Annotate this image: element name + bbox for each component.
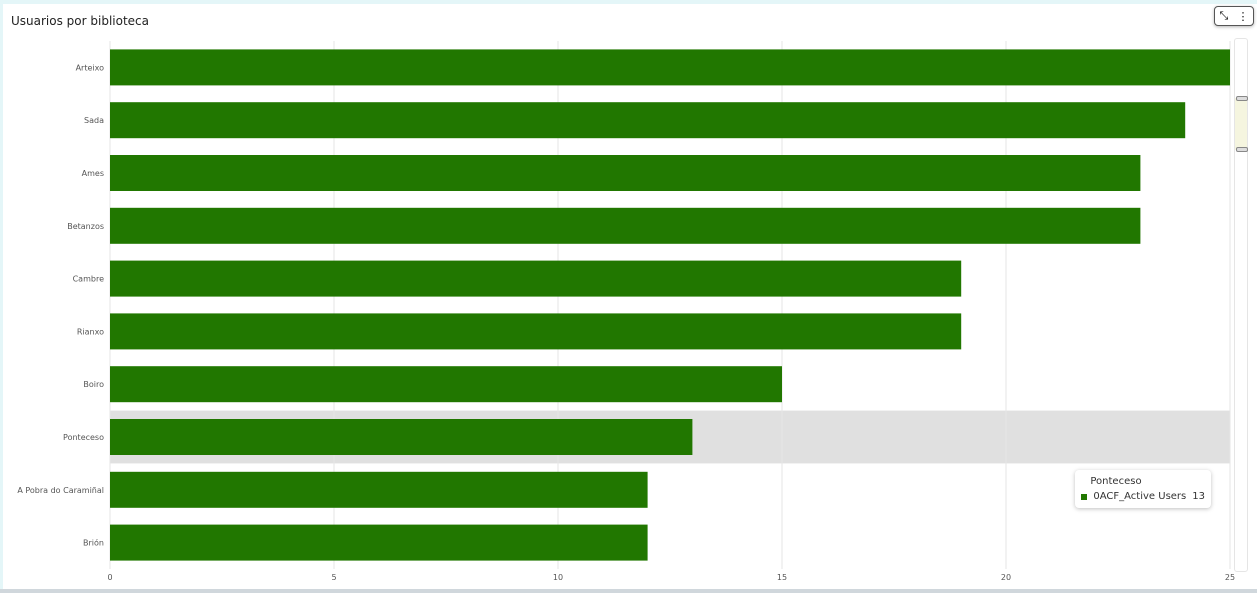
- category-label: A Pobra do Caramiñal: [17, 486, 104, 495]
- tooltip-series: 0ACF_Active Users: [1093, 491, 1187, 502]
- bar[interactable]: [110, 419, 693, 455]
- vertical-scrollbar[interactable]: [1234, 38, 1248, 572]
- category-label: Sada: [84, 116, 104, 125]
- category-label: Ponteceso: [63, 433, 104, 442]
- category-label: Betanzos: [67, 222, 104, 231]
- more-vertical-icon[interactable]: ⋮: [1237, 9, 1249, 23]
- scroll-handle-top[interactable]: [1236, 96, 1248, 101]
- x-tick-label: 10: [553, 573, 563, 582]
- collapse-arrows-icon[interactable]: ⤡: [1219, 9, 1229, 22]
- bar[interactable]: [110, 471, 648, 508]
- series-swatch: [1081, 493, 1088, 500]
- bar[interactable]: [110, 49, 1230, 86]
- chart-toolbar: ⤡ ⋮: [1214, 6, 1254, 26]
- x-tick-label: 20: [1001, 573, 1011, 582]
- tooltip-title: Ponteceso: [1090, 476, 1142, 487]
- scroll-thumb[interactable]: [1235, 98, 1247, 150]
- x-tick-label: 25: [1225, 573, 1235, 582]
- category-label: Brión: [83, 538, 104, 548]
- bar[interactable]: [110, 366, 782, 403]
- divider: [0, 589, 1257, 593]
- tooltip: Ponteceso 0ACF_Active Users 13: [1075, 470, 1211, 508]
- category-label: Cambre: [73, 275, 104, 284]
- bar[interactable]: [110, 524, 648, 561]
- bar[interactable]: [110, 102, 1186, 139]
- scroll-handle-bottom[interactable]: [1236, 147, 1248, 152]
- category-label: Arteixo: [76, 63, 105, 72]
- x-tick-label: 0: [107, 573, 112, 582]
- category-label: Rianxo: [77, 327, 104, 336]
- x-tick-label: 15: [777, 573, 787, 582]
- category-label: Boiro: [83, 380, 104, 389]
- bar[interactable]: [110, 260, 962, 297]
- x-tick-label: 5: [331, 573, 336, 582]
- chart-title: Usuarios por biblioteca: [11, 14, 149, 28]
- bar[interactable]: [110, 313, 962, 350]
- category-label: Ames: [82, 169, 104, 178]
- tooltip-value: 13: [1192, 491, 1205, 502]
- bar[interactable]: [110, 155, 1141, 191]
- bar[interactable]: [110, 207, 1141, 244]
